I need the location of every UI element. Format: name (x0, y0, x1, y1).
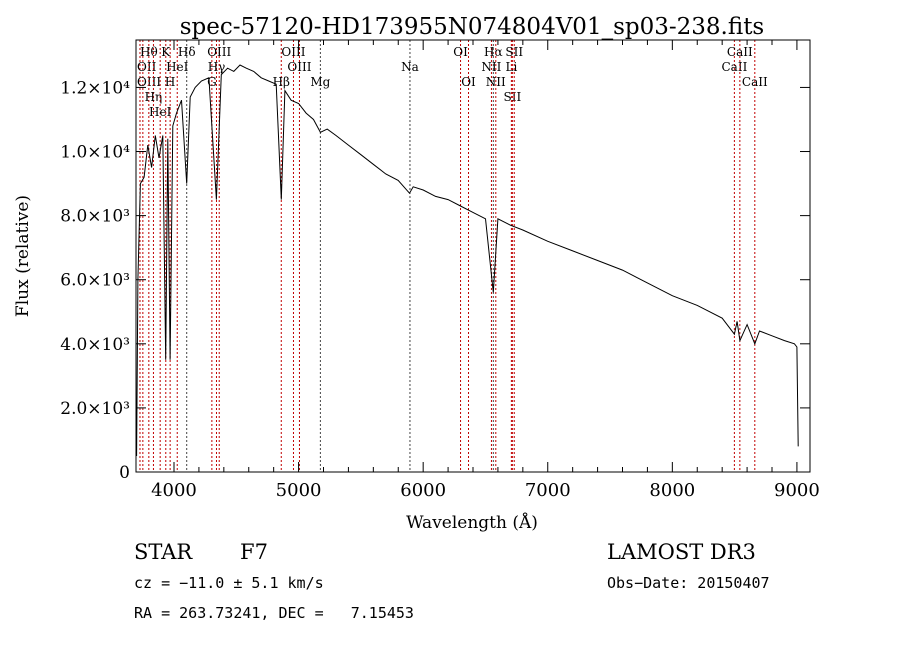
redshift-cz: cz = −11.0 ± 5.1 km/s (134, 574, 324, 592)
line-label: Hγ (208, 60, 226, 74)
line-label: OI (453, 45, 468, 59)
line-label: Hθ (140, 45, 158, 59)
x-tick-label: 4000 (151, 480, 197, 501)
y-tick-label: 4.0×10³ (60, 335, 130, 355)
plot-frame (135, 39, 811, 473)
ra-dec: RA = 263.73241, DEC = 7.15453 (134, 604, 414, 622)
x-tick-label: 7000 (525, 480, 571, 501)
axis-ticks: 4000 5000 6000 7000 8000 9000 0 2.0×10³ 4.0×10³ 6… (60, 40, 820, 501)
chart-title: spec-57120-HD173955N074804V01_sp03-238.f… (180, 14, 765, 40)
line-label: Hη (145, 90, 163, 104)
line-label: OIII (287, 60, 311, 74)
line-label: OIII (281, 45, 305, 59)
line-label: NII (481, 60, 501, 74)
line-label: CaII (727, 45, 753, 59)
line-markers: OIIOIIIHθHηHeIKHHeIHδGHγOIIIHβOIIIOIIIMg… (137, 40, 768, 472)
line-label: OIII (207, 45, 231, 59)
survey-name: LAMOST DR3 (607, 540, 756, 564)
y-tick-label: 6.0×10³ (60, 271, 130, 291)
subclass: F7 (240, 540, 268, 564)
line-label: SII (505, 45, 523, 59)
x-tick-label: 8000 (649, 480, 695, 501)
x-tick-label: 5000 (276, 480, 322, 501)
y-tick-label: 1.2×10⁴ (60, 78, 130, 98)
line-label: OII (137, 60, 157, 74)
line-label: Hδ (178, 45, 196, 59)
object-type: STAR (134, 540, 193, 564)
y-tick-label: 0 (119, 463, 130, 483)
line-label: Mg (310, 75, 330, 89)
line-label: K (161, 45, 171, 59)
line-label: G (207, 75, 217, 89)
x-axis-label: Wavelength (Å) (406, 512, 538, 533)
spectrum-series-line (136, 64, 799, 457)
spectrum-chart: spec-57120-HD173955N074804V01_sp03-238.f… (13, 14, 820, 533)
line-label: CaII (742, 75, 768, 89)
y-axis-label: Flux (relative) (13, 195, 33, 317)
line-label: OI (461, 75, 476, 89)
line-label: Hβ (273, 75, 290, 89)
y-tick-label: 2.0×10³ (60, 399, 130, 419)
line-label: Li (506, 60, 518, 74)
line-label: HeI (149, 105, 172, 119)
x-tick-label: 9000 (774, 480, 820, 501)
line-label: H (165, 75, 175, 89)
line-label: SII (504, 90, 522, 104)
line-label: CaII (722, 60, 748, 74)
line-label: Na (401, 60, 419, 74)
obs-date: Obs−Date: 20150407 (607, 574, 770, 592)
y-tick-label: 1.0×10⁴ (60, 143, 130, 163)
line-label: NII (486, 75, 506, 89)
y-tick-label: 8.0×10³ (60, 207, 130, 227)
line-label: HeI (166, 60, 189, 74)
x-tick-label: 6000 (400, 480, 446, 501)
line-label: Hα (484, 45, 503, 59)
